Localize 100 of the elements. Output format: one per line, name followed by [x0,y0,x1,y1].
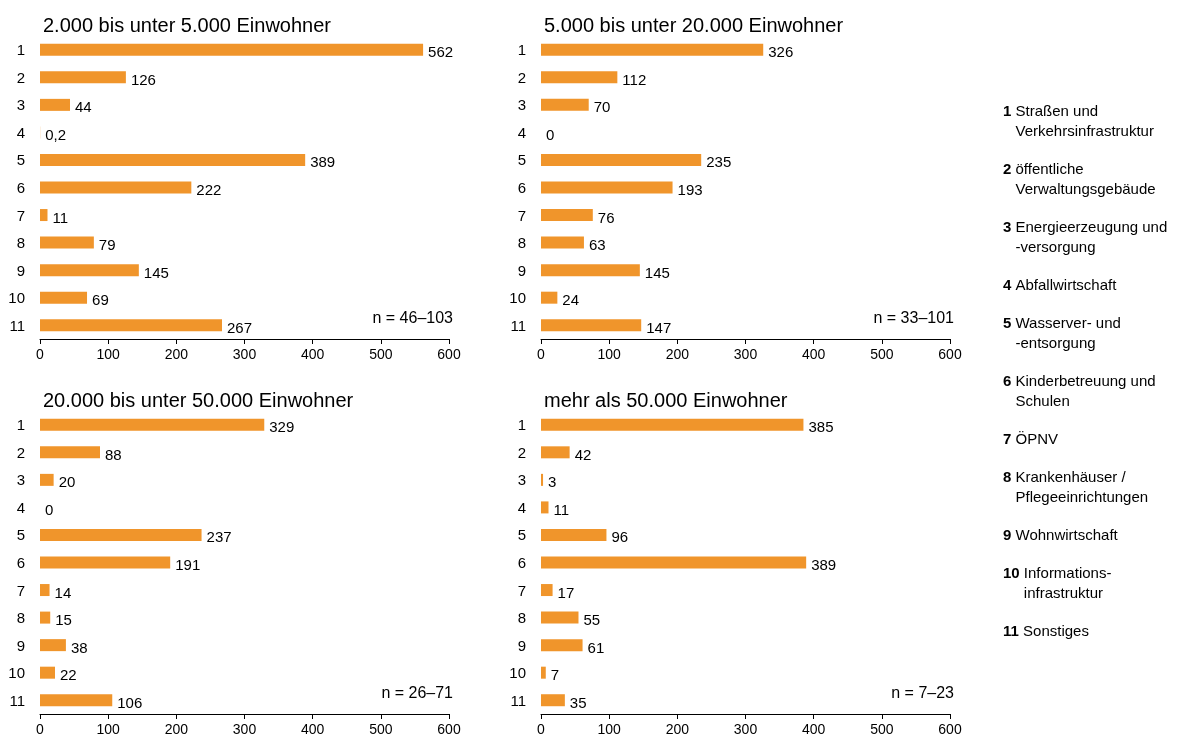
data-label: 0,2 [45,125,66,143]
bar [541,694,565,707]
y-tick-label: 5 [517,151,526,169]
bar [40,611,51,624]
data-label: 267 [227,318,253,336]
x-tick-label: 0 [537,346,546,362]
y-tick-label: 5 [16,151,25,169]
data-label: 11 [52,208,69,226]
bar [541,501,549,514]
y-tick-label: 5 [517,526,526,544]
bar [40,181,192,194]
x-tick-label: 300 [733,346,758,362]
text: 3 Energieerzeugung und -versorgung [1003,218,1168,255]
x-tick-label: 400 [300,721,325,737]
x-tick-label: 600 [437,346,461,362]
chart-title: mehr als 50.000 Einwohner [544,389,788,411]
bar [541,236,584,249]
data-label: 96 [611,528,629,546]
annotation: n = 26–71 [381,683,454,701]
data-label: 35 [569,693,587,711]
y-tick-label: 4 [517,123,526,141]
bar [541,418,804,431]
text: 11 Sonstiges [1003,621,1090,641]
data-label: 222 [196,181,222,198]
x-tick-label: 200 [665,721,690,737]
text: 10 Informations-infrastruktur [1003,563,1113,603]
bar [40,666,55,679]
y-tick-label: 8 [16,609,25,627]
data-label: 389 [811,556,837,573]
data-label: 326 [768,43,794,61]
annotation: n = 33–101 [873,308,955,326]
y-tick-label: 2 [517,68,526,86]
y-tick-label: 7 [517,206,526,224]
bar [40,556,171,569]
y-tick-label: 6 [16,179,25,196]
data-label: 145 [644,263,670,281]
annotation: n = 7–23 [891,683,955,701]
data-label: 76 [597,208,615,226]
y-tick-label: 9 [517,636,526,654]
bar [541,98,589,111]
data-label: 147 [646,318,672,336]
data-label: 191 [175,556,201,573]
x-tick-label: 200 [164,346,189,362]
data-label: 0 [45,500,54,518]
y-tick-label: 11 [510,316,526,334]
bar [40,319,223,332]
bar [40,291,88,304]
y-tick-label: 3 [16,471,25,489]
y-tick-label: 8 [517,234,526,252]
y-tick-label: 10 [509,289,526,307]
y-tick-label: 3 [517,471,526,489]
y-tick-label: 7 [517,581,526,599]
bar [541,473,544,486]
x-tick-label: 300 [733,721,758,737]
data-label: 38 [70,638,88,656]
bar [541,584,553,597]
y-tick-label: 7 [16,581,25,599]
x-tick-label: 600 [938,346,962,362]
data-label: 389 [310,153,336,171]
x-tick-label: 400 [801,721,826,737]
bar [40,43,424,56]
data-label: 11 [553,500,570,518]
data-label: 562 [428,43,454,61]
text: 4 Abfallwirtschaft [1003,275,1118,295]
text: 5 Wasserver- und -entsorgung [1003,313,1122,353]
data-label: 20 [58,473,76,491]
y-tick-label: 4 [16,498,25,516]
bar [40,418,265,431]
data-label: 329 [269,418,295,436]
y-tick-label: 11 [510,691,526,709]
y-tick-label: 2 [16,443,25,461]
data-label: 14 [54,583,72,601]
x-tick-label: 100 [96,721,121,737]
bar [40,71,126,84]
bar [40,473,54,486]
bar [541,209,593,222]
y-tick-label: 6 [517,179,526,196]
y-tick-label: 6 [16,554,25,571]
y-tick-label: 10 [8,664,25,682]
x-tick-label: 100 [597,346,622,362]
bar [541,556,807,569]
y-tick-label: 1 [517,416,526,434]
y-tick-label: 9 [16,261,25,279]
y-tick-label: 9 [16,636,25,654]
data-label: 193 [677,181,703,198]
bar [541,666,546,679]
data-label: 70 [593,98,611,116]
x-tick-label: 200 [665,346,690,362]
text: 9 Wohnwirtschaft [1003,525,1119,545]
text: 6 Kinderbetreuung und Schulen [1003,372,1156,409]
data-label: 88 [104,445,122,463]
bar [40,153,306,166]
x-tick-label: 600 [938,721,962,737]
bar [40,446,100,459]
bar [541,446,570,459]
y-tick-label: 6 [517,554,526,571]
x-tick-label: 500 [870,721,894,737]
y-tick-label: 5 [16,526,25,544]
data-label: 145 [143,263,169,281]
data-label: 69 [92,291,109,309]
